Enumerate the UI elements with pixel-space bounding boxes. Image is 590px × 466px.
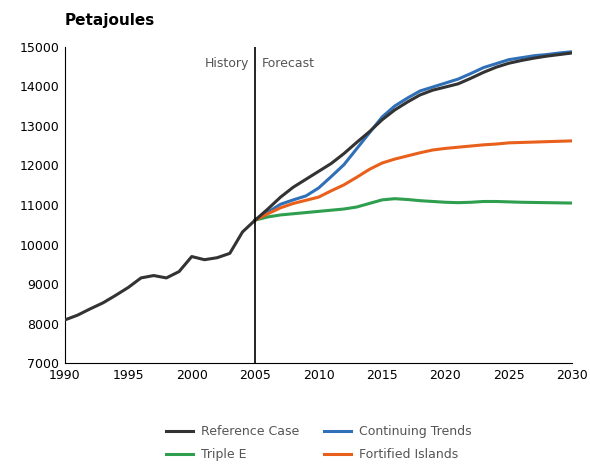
Text: History: History [205, 56, 249, 69]
Text: Forecast: Forecast [261, 56, 314, 69]
Legend: Reference Case, Triple E, Continuing Trends, Fortified Islands: Reference Case, Triple E, Continuing Tre… [160, 420, 477, 466]
Text: Petajoules: Petajoules [65, 13, 155, 27]
